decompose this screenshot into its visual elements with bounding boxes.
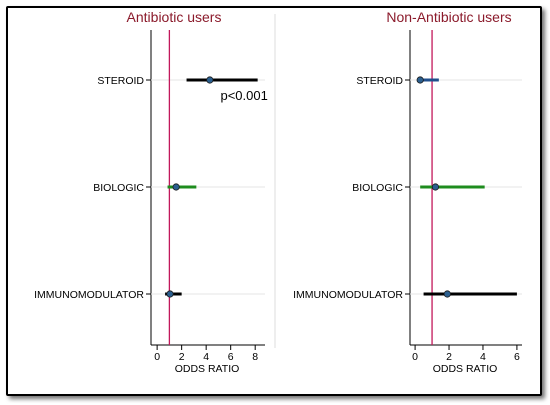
point-estimate-immunomodulator [443, 290, 451, 298]
x-tick-label: 8 [252, 351, 258, 363]
panel-title-left: Antibiotic users [127, 9, 222, 25]
point-estimate-biologic [431, 183, 440, 191]
panel-title-right: Non-Antibiotic users [386, 9, 511, 25]
x-axis-label-right: ODDS RATIO [433, 363, 498, 375]
point-estimate-steroid [416, 76, 424, 84]
category-label-immunomodulator: IMMUNOMODULATOR [293, 289, 403, 301]
x-tick-label: 0 [154, 351, 160, 363]
category-label-steroid: STEROID [97, 75, 144, 87]
point-estimate-biologic [172, 183, 180, 191]
category-label-immunomodulator: IMMUNOMODULATOR [34, 289, 144, 301]
category-label-biologic: BIOLOGIC [352, 182, 403, 194]
x-tick-label: 4 [203, 351, 209, 363]
annotation-pvalue: p<0.001 [220, 88, 267, 103]
point-estimate-steroid [206, 76, 214, 84]
x-tick-label: 4 [480, 351, 486, 363]
category-label-biologic: BIOLOGIC [93, 182, 144, 194]
x-tick-label: 6 [514, 351, 520, 363]
x-tick-label: 0 [412, 351, 418, 363]
x-axis-label-left: ODDS RATIO [175, 363, 240, 375]
x-tick-label: 2 [446, 351, 452, 363]
x-tick-label: 6 [228, 351, 234, 363]
figure-frame [6, 6, 542, 396]
category-label-steroid: STEROID [356, 75, 403, 87]
x-tick-label: 2 [179, 351, 185, 363]
point-estimate-immunomodulator [166, 290, 174, 298]
